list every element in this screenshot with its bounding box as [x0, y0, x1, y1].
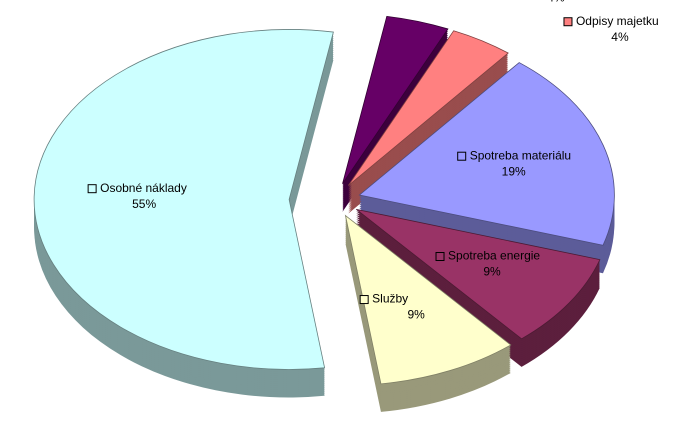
- slice: [356, 208, 601, 340]
- slice: [358, 62, 615, 246]
- legend-marker: [563, 17, 573, 27]
- legend-marker: [87, 184, 97, 194]
- slice-value-label: 19%: [502, 164, 526, 178]
- slice-value-label: 4%: [611, 30, 629, 44]
- legend-marker: [359, 295, 369, 305]
- slice-label: Osobné náklady: [100, 181, 187, 195]
- slice-label: Služby: [372, 292, 408, 306]
- slice-label: Spotreba materiálu: [470, 148, 571, 162]
- slice-label: Spotreba energie: [448, 249, 540, 263]
- slice-value-label: 55%: [132, 197, 156, 211]
- slice: [342, 15, 449, 184]
- slice-label: Odpisy majetku: [576, 14, 659, 28]
- legend-marker: [435, 252, 445, 262]
- legend-marker: [457, 151, 467, 161]
- slice: [344, 214, 512, 385]
- slice: [33, 29, 334, 370]
- slice: [348, 30, 509, 186]
- slice-value-label: 9%: [483, 265, 501, 279]
- slice-value-label: 9%: [407, 308, 425, 322]
- slice-value-label: 4%: [547, 0, 565, 5]
